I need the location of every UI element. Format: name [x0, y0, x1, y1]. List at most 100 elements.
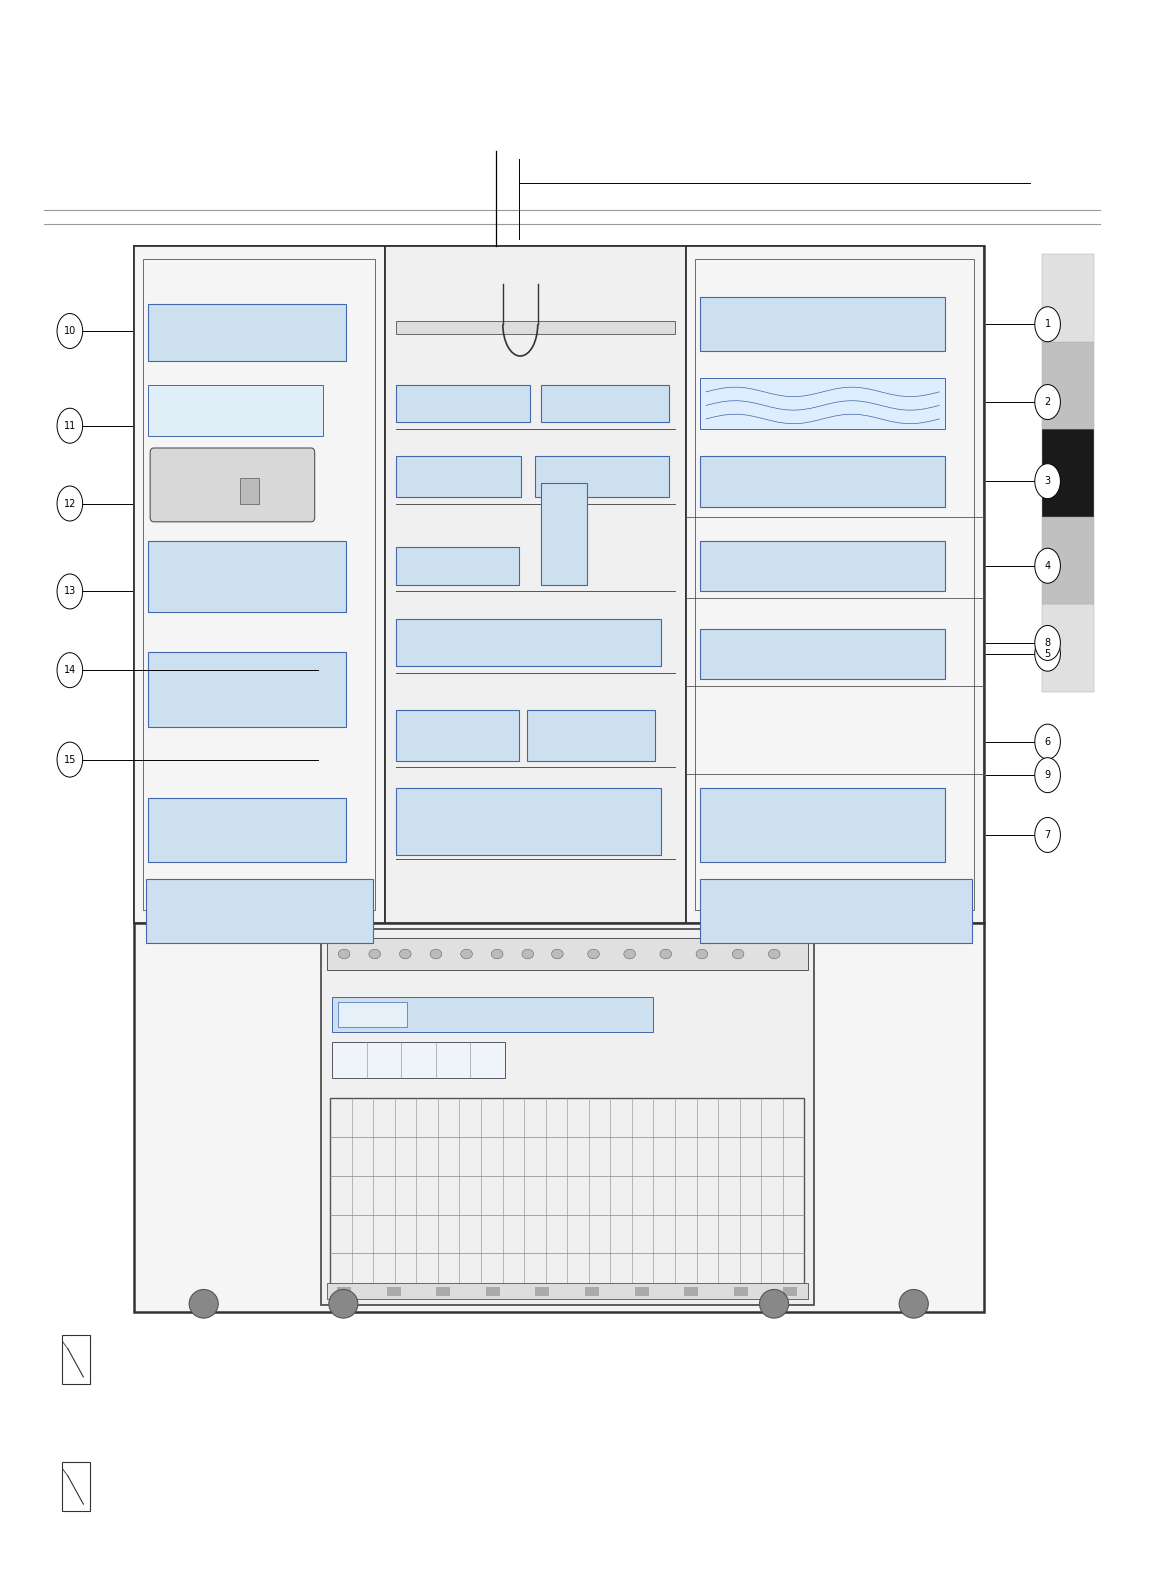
Bar [634, 1288, 648, 1296]
Ellipse shape [768, 949, 780, 959]
Text: 13: 13 [64, 587, 76, 596]
Bar [541, 483, 587, 585]
Bar [386, 1288, 400, 1296]
Ellipse shape [461, 949, 473, 959]
Bar [701, 541, 945, 591]
Ellipse shape [521, 949, 533, 959]
FancyBboxPatch shape [150, 448, 314, 522]
Text: 14: 14 [64, 665, 76, 676]
Bar [1042, 604, 1094, 692]
Bar [1042, 342, 1094, 429]
Bar [321, 929, 814, 1305]
Text: 6: 6 [1044, 736, 1051, 747]
Text: 12: 12 [64, 499, 76, 509]
Ellipse shape [899, 1289, 929, 1318]
Bar [733, 1288, 747, 1296]
Ellipse shape [491, 949, 503, 959]
Text: 8: 8 [1044, 638, 1051, 649]
Circle shape [1035, 723, 1060, 758]
Bar [527, 709, 655, 760]
Bar [701, 787, 945, 862]
Ellipse shape [732, 949, 744, 959]
Bar [148, 652, 346, 727]
Bar [1042, 429, 1094, 517]
Bar [436, 1288, 450, 1296]
Text: 3: 3 [1044, 475, 1051, 487]
Ellipse shape [552, 949, 563, 959]
Bar [687, 246, 984, 922]
Bar [396, 709, 519, 760]
Circle shape [57, 574, 83, 609]
Text: 15: 15 [64, 755, 76, 765]
Circle shape [57, 652, 83, 687]
Bar [148, 304, 346, 361]
Bar [396, 321, 675, 334]
Bar [134, 246, 984, 922]
Text: 10: 10 [64, 326, 76, 335]
Text: 5: 5 [1044, 649, 1051, 658]
Bar [1042, 517, 1094, 604]
Bar [684, 1288, 698, 1296]
Bar [146, 879, 372, 943]
Bar [62, 1336, 90, 1383]
Bar [783, 1288, 797, 1296]
Bar [333, 1041, 505, 1078]
Bar [585, 1288, 599, 1296]
Bar [148, 541, 346, 612]
Bar [396, 787, 661, 855]
Circle shape [1035, 385, 1060, 420]
Bar [535, 456, 669, 496]
Bar [701, 456, 945, 507]
Bar [396, 385, 530, 423]
Ellipse shape [624, 949, 636, 959]
Bar [701, 879, 972, 943]
Bar [338, 1288, 352, 1296]
Bar [696, 259, 974, 909]
Bar [333, 997, 653, 1032]
Ellipse shape [369, 949, 381, 959]
Bar [396, 619, 661, 666]
Bar [331, 1097, 804, 1293]
Ellipse shape [189, 1289, 219, 1318]
Ellipse shape [588, 949, 599, 959]
Circle shape [1035, 758, 1060, 793]
Bar [701, 378, 945, 429]
Ellipse shape [696, 949, 708, 959]
Ellipse shape [431, 949, 442, 959]
Circle shape [1035, 307, 1060, 342]
Text: 9: 9 [1044, 770, 1051, 781]
Ellipse shape [328, 1289, 359, 1318]
Text: 4: 4 [1044, 561, 1051, 571]
Bar [701, 297, 945, 351]
Circle shape [1035, 636, 1060, 671]
Circle shape [57, 409, 83, 444]
Circle shape [1035, 464, 1060, 499]
Circle shape [1035, 625, 1060, 660]
Bar [62, 1463, 90, 1510]
Ellipse shape [399, 949, 411, 959]
Bar [134, 922, 984, 1312]
Bar [148, 798, 346, 862]
Bar [396, 456, 521, 496]
Bar [396, 547, 519, 585]
Text: 11: 11 [64, 421, 76, 431]
Ellipse shape [339, 949, 350, 959]
Ellipse shape [760, 1289, 789, 1318]
Bar [535, 1288, 549, 1296]
Bar [485, 1288, 499, 1296]
Bar [541, 385, 669, 423]
Bar [143, 259, 375, 909]
Circle shape [57, 743, 83, 778]
Bar [701, 628, 945, 679]
Ellipse shape [660, 949, 672, 959]
Text: 1: 1 [1044, 320, 1051, 329]
Circle shape [1035, 817, 1060, 852]
Bar [134, 246, 384, 922]
Bar [1042, 254, 1094, 342]
Bar [327, 938, 808, 970]
Circle shape [57, 487, 83, 522]
Text: 7: 7 [1044, 830, 1051, 840]
Bar [327, 1283, 808, 1299]
Circle shape [57, 313, 83, 348]
Text: 2: 2 [1044, 398, 1051, 407]
